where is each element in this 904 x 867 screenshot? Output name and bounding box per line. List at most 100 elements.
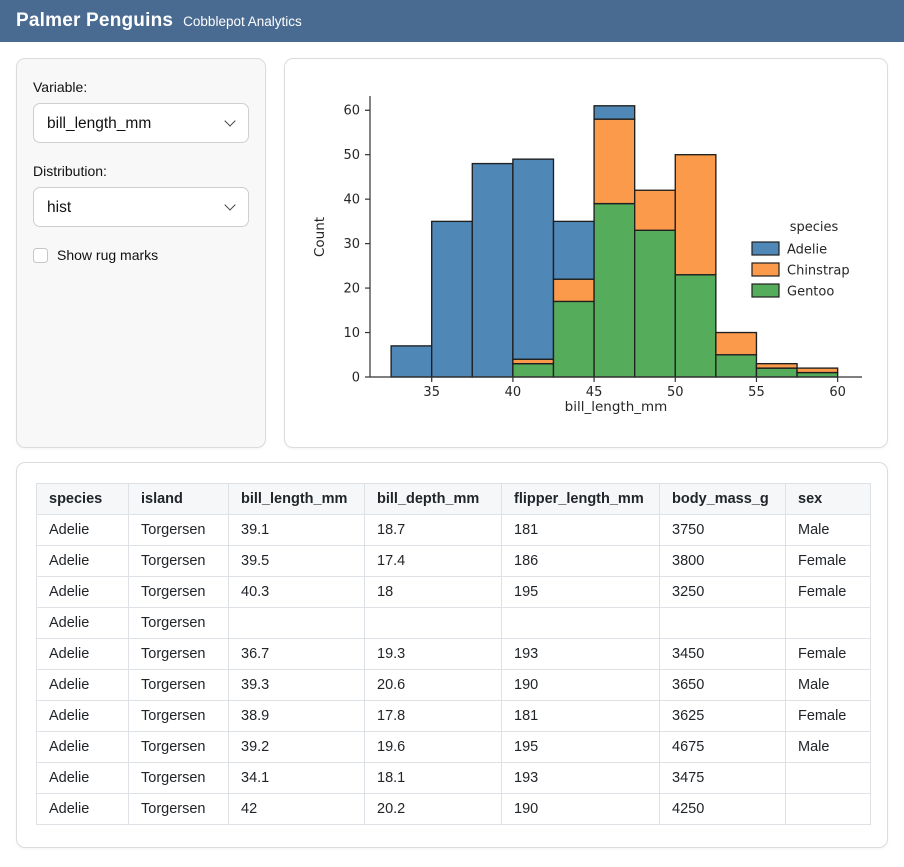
table-cell: Adelie <box>36 607 129 639</box>
table-cell: 3750 <box>659 514 786 546</box>
y-tick-label: 20 <box>343 282 360 297</box>
table-cell: 20.6 <box>364 669 502 701</box>
table-cell: Adelie <box>36 762 129 794</box>
variable-select[interactable]: bill_length_mm <box>33 103 249 143</box>
bar-segment-chinstrap <box>552 278 595 303</box>
table-cell: Torgersen <box>128 545 229 577</box>
table-cell: Male <box>785 731 871 763</box>
bar-segment-gentoo <box>755 367 798 378</box>
table-header-row: species island bill_length_mm bill_depth_mm… <box>36 483 871 515</box>
table-cell: 3450 <box>659 638 786 670</box>
legend-label: Chinstrap <box>787 264 850 279</box>
x-tick-label: 35 <box>423 385 440 400</box>
bar-segment-chinstrap <box>593 118 636 205</box>
distribution-select-wrap: hist <box>33 187 249 227</box>
table-cell: Female <box>785 638 871 670</box>
x-tick-label: 50 <box>667 385 684 400</box>
table-cell: 3650 <box>659 669 786 701</box>
table-cell <box>785 793 871 825</box>
table-cell: Torgersen <box>128 731 229 763</box>
y-tick-label: 40 <box>343 193 360 208</box>
histogram-chart: 35 40 45 50 55 60 0 10 20 30 40 50 60 bill_length_mm C… <box>312 96 862 415</box>
table-cell: 17.8 <box>364 700 502 732</box>
show-rug-label: Show rug marks <box>57 247 159 263</box>
table-cell: 193 <box>501 762 660 794</box>
distribution-select[interactable]: hist <box>33 187 249 227</box>
x-tick-label: 60 <box>829 385 846 400</box>
main-content: Variable: bill_length_mm Distribution: h… <box>0 42 904 864</box>
bar-segment-gentoo <box>715 354 758 378</box>
table-cell: 17.4 <box>364 545 502 577</box>
table-row: Adelie Torgersen 39.5 17.4 186 3800 Female <box>36 545 871 577</box>
legend-swatch-gentoo <box>751 283 780 298</box>
table-cell <box>785 607 871 639</box>
x-axis-label: bill_length_mm <box>565 399 668 415</box>
y-tick-label: 0 <box>352 371 360 386</box>
table-cell: 3800 <box>659 545 786 577</box>
table-cell: 39.1 <box>228 514 365 546</box>
y-tick-label: 10 <box>343 326 360 341</box>
table-cell: Adelie <box>36 638 129 670</box>
chart-card: 35 40 45 50 55 60 0 10 20 30 40 50 60 bill_length_mm C… <box>284 58 888 448</box>
y-axis-label: Count <box>312 217 328 257</box>
table-cell: 181 <box>501 700 660 732</box>
table-cell: 4250 <box>659 793 786 825</box>
app-header: Palmer Penguins Cobblepot Analytics <box>0 0 904 42</box>
legend-swatch-adelie <box>751 241 780 256</box>
table-cell: 193 <box>501 638 660 670</box>
table-cell: Adelie <box>36 514 129 546</box>
table-cell: Torgersen <box>128 793 229 825</box>
table-cell: 4675 <box>659 731 786 763</box>
bar-segment-adelie <box>593 105 636 120</box>
table-row: Adelie Torgersen 34.1 18.1 193 3475 <box>36 762 871 794</box>
table-cell: 195 <box>501 576 660 608</box>
table-row: Adelie Torgersen 38.9 17.8 181 3625 Female <box>36 700 871 732</box>
table-row: Adelie Torgersen <box>36 607 871 639</box>
table-cell <box>501 607 660 639</box>
column-header: bill_length_mm <box>228 483 365 515</box>
table-cell: 18.1 <box>364 762 502 794</box>
app-title: Palmer Penguins <box>16 10 174 31</box>
table-cell: Torgersen <box>128 762 229 794</box>
penguins-table: species island bill_length_mm bill_depth_mm… <box>36 483 871 825</box>
show-rug-row: Show rug marks <box>33 247 249 263</box>
table-cell: 3250 <box>659 576 786 608</box>
table-row: Adelie Torgersen 42 20.2 190 4250 <box>36 793 871 825</box>
table-cell: Adelie <box>36 793 129 825</box>
bar-segment-chinstrap <box>674 154 717 276</box>
table-cell: 36.7 <box>228 638 365 670</box>
column-header: species <box>36 483 129 515</box>
table-cell: Adelie <box>36 545 129 577</box>
table-cell: 19.3 <box>364 638 502 670</box>
bar-segment-adelie <box>471 162 514 378</box>
table-cell: Adelie <box>36 731 129 763</box>
bar-segment-gentoo <box>593 202 636 378</box>
bar-segment-chinstrap <box>755 362 798 369</box>
table-cell <box>659 607 786 639</box>
table-cell: Torgersen <box>128 669 229 701</box>
show-rug-checkbox[interactable] <box>33 247 48 263</box>
bar-segment-gentoo <box>512 362 555 378</box>
table-cell: Torgersen <box>128 638 229 670</box>
x-tick-label: 40 <box>505 385 522 400</box>
bar-segment-chinstrap <box>633 189 676 231</box>
table-cell: Male <box>785 514 871 546</box>
table-row: Adelie Torgersen 39.2 19.6 195 4675 Male <box>36 731 871 763</box>
table-row: Adelie Torgersen 39.1 18.7 181 3750 Male <box>36 514 871 546</box>
bar-segment-chinstrap <box>715 331 758 356</box>
table-cell: 39.5 <box>228 545 365 577</box>
distribution-label: Distribution: <box>33 163 107 179</box>
table-cell: Torgersen <box>128 700 229 732</box>
y-tick-label: 60 <box>343 104 360 119</box>
table-cell: 190 <box>501 669 660 701</box>
column-header: flipper_length_mm <box>501 483 660 515</box>
x-tick-label: 45 <box>586 385 603 400</box>
table-cell: 38.9 <box>228 700 365 732</box>
table-cell: 18.7 <box>364 514 502 546</box>
table-cell: Adelie <box>36 576 129 608</box>
table-cell: Female <box>785 576 871 608</box>
bar-segment-adelie <box>431 220 473 378</box>
bar-segment-chinstrap <box>796 367 839 374</box>
table-cell: Female <box>785 700 871 732</box>
y-tick-label: 50 <box>343 148 360 163</box>
